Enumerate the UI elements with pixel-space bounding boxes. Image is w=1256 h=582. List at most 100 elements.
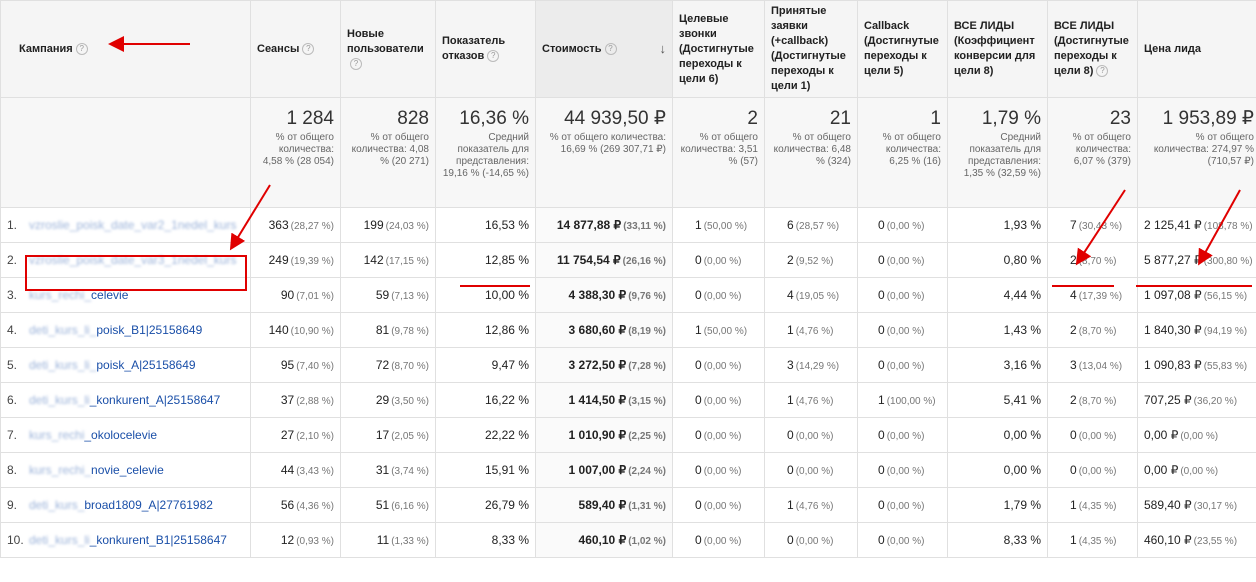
sessions-cell: 95 (7,40 %) xyxy=(250,347,341,383)
cost-cell: 1 010,90 ₽ (2,25 %) xyxy=(535,417,673,453)
row-number: 6. xyxy=(7,392,18,407)
row-number: 10. xyxy=(7,532,24,547)
new-users-cell: 142 (17,15 %) xyxy=(340,242,436,278)
goal1-cell: 0 (0,00 %) xyxy=(764,522,858,558)
help-icon[interactable]: ? xyxy=(487,50,500,63)
cost-cell: 1 414,50 ₽ (3,15 %) xyxy=(535,382,673,418)
campaign-link[interactable]: deti_kurs_li_konkurent_A|25158647 xyxy=(29,392,221,407)
help-icon[interactable]: ? xyxy=(350,57,362,70)
campaign-link[interactable]: deti_kurs_li_konkurent_B1|25158647 xyxy=(29,532,227,547)
bounce-cell: 26,79 % xyxy=(435,487,536,523)
help-icon[interactable]: ? xyxy=(75,42,88,55)
total-cell: 21% от общего количества: 6,48 % (324) xyxy=(764,97,858,208)
total-cell: 44 939,50 ₽% от общего количества: 16,69… xyxy=(535,97,673,208)
goal8-cell: 2 (8,70 %) xyxy=(1047,382,1138,418)
table-row: 4. deti_kurs_li_poisk_B1|25158649 140 (10,9… xyxy=(0,312,1256,348)
campaign-table: Кампания? Сеансы? Новые пользователи? По… xyxy=(0,0,1256,558)
sort-desc-icon[interactable]: ↓ xyxy=(659,41,667,56)
campaign-cell: 5. deti_kurs_li_poisk_A|25158649 xyxy=(0,347,251,383)
cost-cell: 4 388,30 ₽ (9,76 %) xyxy=(535,277,673,313)
total-cell: 828% от общего количества: 4,08 % (20 27… xyxy=(340,97,436,208)
goal1-cell: 6 (28,57 %) xyxy=(764,207,858,243)
total-cell: 1% от общего количества: 6,25 % (16) xyxy=(857,97,948,208)
col-goal5[interactable]: Callback (Достигнутые переходы к цели 5) xyxy=(857,0,948,98)
col-lead-price[interactable]: Цена лида xyxy=(1137,0,1256,98)
new-users-cell: 51 (6,16 %) xyxy=(340,487,436,523)
campaign-link[interactable]: deti_kurs_li_poisk_A|25158649 xyxy=(29,357,196,372)
col-goal6[interactable]: Целевые звонки (Достигнутые переходы к ц… xyxy=(672,0,765,98)
help-icon[interactable]: ? xyxy=(302,42,315,55)
col-goal8-cr[interactable]: ВСЕ ЛИДЫ (Коэффициент конверсии для цели… xyxy=(947,0,1048,98)
underline-price xyxy=(1136,285,1252,287)
campaign-link[interactable]: kurs_rechi_celevie xyxy=(29,287,129,302)
goal8-cr-cell: 5,41 % xyxy=(947,382,1048,418)
campaign-cell: 10. deti_kurs_li_konkurent_B1|25158647 xyxy=(0,522,251,558)
goal5-cell: 0 (0,00 %) xyxy=(857,347,948,383)
bounce-cell: 16,22 % xyxy=(435,382,536,418)
totals-label xyxy=(0,97,251,208)
underline-leads xyxy=(1052,285,1114,287)
arrow-leads xyxy=(1075,189,1126,266)
lead-price-cell: 2 125,41 ₽ (108,78 %) xyxy=(1137,207,1256,243)
col-campaign[interactable]: Кампания? xyxy=(0,0,251,98)
goal8-cell: 3 (13,04 %) xyxy=(1047,347,1138,383)
help-icon[interactable]: ? xyxy=(604,42,617,55)
table-row: 2. vzroslie_poisk_date_var3_1nedel_kurs 24… xyxy=(0,242,1256,278)
underline-bounce xyxy=(460,285,530,287)
campaign-cell: 6. deti_kurs_li_konkurent_A|25158647 xyxy=(0,382,251,418)
total-cell: 16,36 % Средний показатель для представле… xyxy=(435,97,536,208)
goal8-cr-cell: 1,93 % xyxy=(947,207,1048,243)
row-number: 3. xyxy=(7,287,18,302)
col-sessions[interactable]: Сеансы? xyxy=(250,0,341,98)
goal6-cell: 0 (0,00 %) xyxy=(672,417,765,453)
col-goal8[interactable]: ВСЕ ЛИДЫ (Достигнутые переходы к цели 8)… xyxy=(1047,0,1138,98)
bounce-cell: 15,91 % xyxy=(435,452,536,488)
lead-price-cell: 589,40 ₽ (30,17 %) xyxy=(1137,487,1256,523)
table-row: 9. deti_kurs_broad1809_A|27761982 56 (4,36 … xyxy=(0,487,1256,523)
lead-price-cell: 460,10 ₽ (23,55 %) xyxy=(1137,522,1256,558)
goal8-cr-cell: 8,33 % xyxy=(947,522,1048,558)
goal1-cell: 2 (9,52 %) xyxy=(764,242,858,278)
goal6-cell: 0 (0,00 %) xyxy=(672,242,765,278)
goal8-cell: 1 (4,35 %) xyxy=(1047,522,1138,558)
campaign-link[interactable]: kurs_rechi_novie_celevie xyxy=(29,462,164,477)
total-cell: 1 284% от общего количества: 4,58 % (28 … xyxy=(250,97,341,208)
goal6-cell: 0 (0,00 %) xyxy=(672,522,765,558)
lead-price-cell: 5 877,27 ₽ (300,80 %) xyxy=(1137,242,1256,278)
sessions-cell: 90 (7,01 %) xyxy=(250,277,341,313)
table-row: 10. deti_kurs_li_konkurent_B1|25158647 12(… xyxy=(0,522,1256,558)
sessions-cell: 249 (19,39 %) xyxy=(250,242,341,278)
goal8-cr-cell: 0,80 % xyxy=(947,242,1048,278)
campaign-link[interactable]: kurs_rechi_okolocelevie xyxy=(29,427,158,442)
goal6-cell: 0 (0,00 %) xyxy=(672,452,765,488)
goal8-cell: 1 (4,35 %) xyxy=(1047,487,1138,523)
goal8-cr-cell: 1,79 % xyxy=(947,487,1048,523)
col-new-users[interactable]: Новые пользователи? xyxy=(340,0,436,98)
campaign-link[interactable]: deti_kurs_li_poisk_B1|25158649 xyxy=(29,322,203,337)
col-bounce-rate[interactable]: Показатель отказов? xyxy=(435,0,536,98)
cost-cell: 3 680,60 ₽ (8,19 %) xyxy=(535,312,673,348)
campaign-link[interactable]: deti_kurs_broad1809_A|27761982 xyxy=(29,497,213,512)
help-icon[interactable]: ? xyxy=(1096,65,1109,78)
table-row: 3. kurs_rechi_celevie 90 (7,01 %) 59 (7,13 %)… xyxy=(0,277,1256,313)
row-number: 8. xyxy=(7,462,18,477)
goal5-cell: 0 (0,00 %) xyxy=(857,277,948,313)
goal8-cell: 4 (17,39 %) xyxy=(1047,277,1138,313)
cost-cell: 1 007,00 ₽ (2,24 %) xyxy=(535,452,673,488)
goal6-cell: 0 (0,00 %) xyxy=(672,277,765,313)
goal1-cell: 1 (4,76 %) xyxy=(764,487,858,523)
totals-row: 1 284% от общего количества: 4,58 % (28 … xyxy=(0,97,1256,208)
lead-price-cell: 1 840,30 ₽ (94,19 %) xyxy=(1137,312,1256,348)
bounce-cell: 16,53 % xyxy=(435,207,536,243)
row-number: 5. xyxy=(7,357,18,372)
arrow-price xyxy=(1198,189,1241,266)
bounce-cell: 12,85 % xyxy=(435,242,536,278)
campaign-link[interactable]: vzroslie_poisk_date_var2_1nedel_kurs xyxy=(29,217,237,232)
sessions-cell: 44 (3,43 %) xyxy=(250,452,341,488)
col-goal1[interactable]: Принятые заявки (+callback) (Достигнутые… xyxy=(764,0,858,98)
goal1-cell: 0 (0,00 %) xyxy=(764,417,858,453)
goal6-cell: 1 (50,00 %) xyxy=(672,312,765,348)
goal8-cr-cell: 0,00 % xyxy=(947,452,1048,488)
col-cost[interactable]: Стоимость? ↓ xyxy=(535,0,673,98)
goal6-cell: 0 (0,00 %) xyxy=(672,382,765,418)
